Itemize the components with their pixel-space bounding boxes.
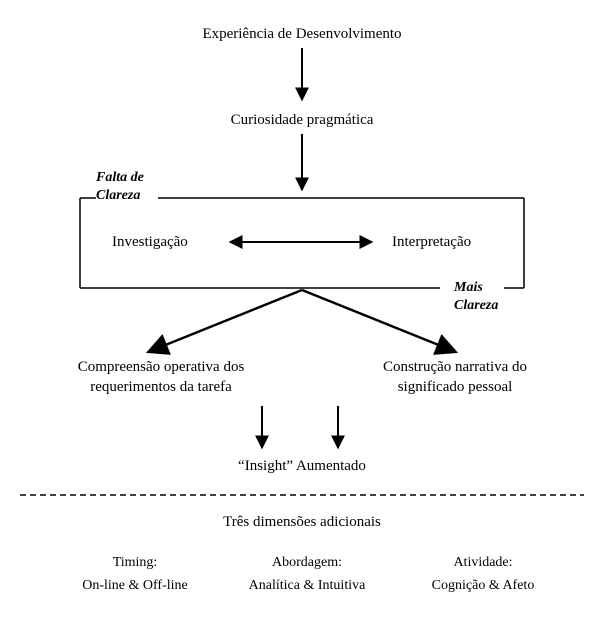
node-investigacao: Investigação bbox=[112, 234, 188, 251]
col-atividade-body: Cognição & Afeto bbox=[398, 578, 568, 594]
node-experiencia: Experiência de Desenvolvimento bbox=[0, 26, 604, 43]
arrow-diverge-right bbox=[302, 290, 456, 352]
col-timing-title: Timing: bbox=[50, 555, 220, 571]
label-mais: Mais bbox=[454, 280, 483, 296]
diagram-svg bbox=[0, 0, 604, 626]
label-mais-clareza: Clareza bbox=[454, 298, 498, 314]
node-interpretacao: Interpretação bbox=[392, 234, 471, 251]
arrow-diverge-left bbox=[148, 290, 302, 352]
col-abordagem-body: Analítica & Intuitiva bbox=[222, 578, 392, 594]
node-construcao-2: significado pessoal bbox=[350, 379, 560, 396]
node-compreensao-2: requerimentos da tarefa bbox=[46, 379, 276, 396]
col-atividade-title: Atividade: bbox=[398, 555, 568, 571]
col-abordagem-title: Abordagem: bbox=[222, 555, 392, 571]
label-falta-clareza: Clareza bbox=[96, 188, 140, 204]
node-compreensao-1: Compreensão operativa dos bbox=[46, 359, 276, 376]
node-tres-dimensoes: Três dimensões adicionais bbox=[0, 514, 604, 531]
node-curiosidade: Curiosidade pragmática bbox=[0, 112, 604, 129]
col-timing-body: On-line & Off-line bbox=[50, 578, 220, 594]
node-insight: “Insight” Aumentado bbox=[0, 458, 604, 475]
label-falta-de: Falta de bbox=[96, 170, 144, 186]
node-construcao-1: Construção narrativa do bbox=[350, 359, 560, 376]
